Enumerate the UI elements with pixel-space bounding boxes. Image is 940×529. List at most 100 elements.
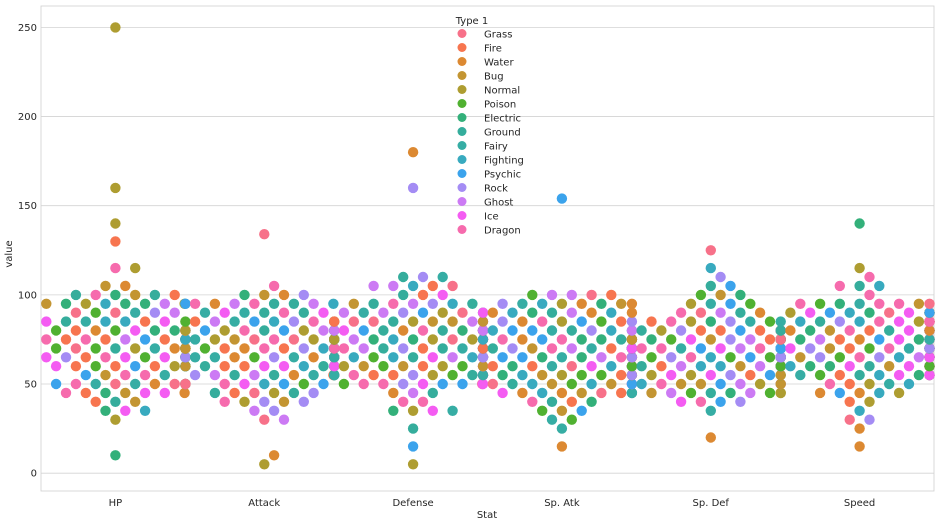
point-speed-109 <box>834 316 845 327</box>
point-sp-def-0 <box>705 432 716 443</box>
point-attack-133 <box>278 307 290 318</box>
point-hp-137 <box>60 298 72 309</box>
legend-label-poison: Poison <box>484 100 516 111</box>
point-sp-def-96 <box>725 334 736 345</box>
point-hp-37 <box>90 361 101 372</box>
point-sp-def-129 <box>685 316 697 327</box>
point-hp-13 <box>60 387 72 399</box>
point-defense-64 <box>457 343 468 354</box>
point-attack-4 <box>268 405 280 416</box>
legend-marker-fairy <box>457 141 467 150</box>
point-speed-93 <box>884 325 895 336</box>
y-tick-150: 150 <box>18 201 37 212</box>
point-hp-107 <box>169 325 180 336</box>
point-speed-150 <box>854 262 865 274</box>
point-hp-93 <box>41 334 52 345</box>
point-speed-123 <box>924 316 935 327</box>
point-defense-116 <box>407 316 419 327</box>
point-sp-def-81 <box>695 343 707 354</box>
point-attack-149 <box>239 289 250 301</box>
point-hp-55 <box>159 352 170 363</box>
point-hp-125 <box>180 316 191 327</box>
point-hp-131 <box>169 307 180 318</box>
point-sp-atk-23 <box>586 378 597 390</box>
point-attack-125 <box>229 316 240 327</box>
point-speed-138 <box>874 298 885 309</box>
point-sp-atk-122 <box>556 316 568 327</box>
point-defense-62 <box>437 343 448 354</box>
point-speed-21 <box>814 369 826 381</box>
point-attack-123 <box>249 316 260 327</box>
point-sp-def-31 <box>646 369 657 381</box>
point-attack-91 <box>329 343 340 354</box>
point-speed-148 <box>834 280 845 292</box>
point-speed-30 <box>884 361 895 372</box>
point-attack-19 <box>239 378 250 390</box>
legend-marker-rock <box>457 183 467 192</box>
point-speed-139 <box>834 298 845 309</box>
point-hp-155 <box>110 22 121 33</box>
y-tick-100: 100 <box>18 290 37 301</box>
point-defense-39 <box>338 361 350 372</box>
point-sp-atk-96 <box>556 334 568 345</box>
point-sp-def-82 <box>735 343 746 354</box>
point-defense-122 <box>348 316 359 327</box>
point-sp-atk-31 <box>626 378 638 390</box>
point-sp-def-12 <box>646 387 657 399</box>
point-sp-def-94 <box>775 343 786 354</box>
point-sp-def-16 <box>695 378 707 390</box>
point-defense-16 <box>457 378 468 390</box>
point-hp-68 <box>90 343 101 354</box>
point-attack-2 <box>259 414 270 425</box>
point-defense-140 <box>348 298 359 309</box>
x-axis-label: Stat <box>477 510 497 521</box>
point-speed-4 <box>854 405 865 416</box>
point-sp-def-5 <box>675 396 687 407</box>
point-sp-def-17 <box>735 378 746 390</box>
point-defense-126 <box>398 307 409 318</box>
point-sp-def-33 <box>775 369 786 381</box>
x-tick-attack: Attack <box>248 498 280 509</box>
legend-label-electric: Electric <box>484 114 521 125</box>
point-sp-atk-13 <box>537 387 548 399</box>
point-hp-34 <box>159 369 170 381</box>
point-sp-atk-32 <box>556 369 568 381</box>
legend-marker-grass <box>457 29 467 38</box>
point-hp-90 <box>80 334 92 345</box>
point-speed-81 <box>814 334 826 345</box>
point-speed-5 <box>864 396 875 407</box>
point-defense-138 <box>368 298 379 309</box>
point-attack-0 <box>259 459 270 470</box>
point-attack-38 <box>278 361 290 372</box>
point-speed-92 <box>844 325 855 336</box>
point-sp-def-53 <box>775 361 786 372</box>
y-tick-labels: 0 50 100 150 200 250 <box>18 23 37 480</box>
point-sp-atk-26 <box>507 378 518 390</box>
point-sp-def-99 <box>666 334 677 345</box>
legend-marker-bug <box>457 71 467 80</box>
point-defense-60 <box>417 343 429 354</box>
point-sp-def-57 <box>745 352 756 363</box>
point-attack-122 <box>268 316 280 327</box>
point-attack-14 <box>229 387 240 399</box>
point-attack-142 <box>229 298 240 309</box>
point-hp-88 <box>100 334 111 345</box>
point-attack-77 <box>298 343 309 354</box>
point-attack-10 <box>219 396 230 407</box>
point-hp-72 <box>50 343 62 354</box>
point-sp-atk-124 <box>537 316 548 327</box>
point-sp-atk-65 <box>497 352 508 363</box>
point-sp-atk-138 <box>556 298 568 309</box>
point-hp-2 <box>120 405 131 416</box>
point-speed-145 <box>864 289 875 301</box>
point-speed-6 <box>844 396 855 407</box>
point-attack-95 <box>229 334 240 345</box>
point-speed-3 <box>844 414 855 425</box>
point-sp-def-128 <box>725 316 736 327</box>
point-sp-def-147 <box>705 280 716 292</box>
point-hp-6 <box>130 396 141 407</box>
point-sp-def-113 <box>715 325 726 336</box>
point-defense-36 <box>378 361 389 372</box>
point-attack-24 <box>249 369 260 381</box>
point-sp-def-25 <box>705 369 716 381</box>
